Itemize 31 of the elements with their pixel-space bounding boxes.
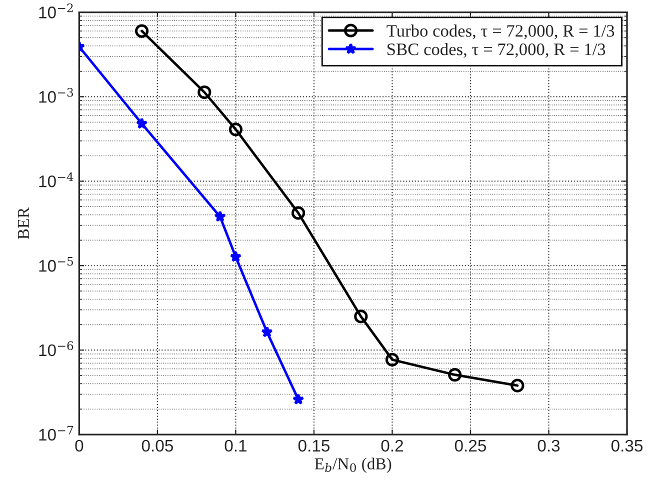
x-axis-title: E$_{b}$/N$_{0}$ (dB): [314, 458, 392, 473]
point: [136, 118, 148, 129]
x-tick-label: 0.15: [298, 440, 330, 452]
y-tick-label: 10$^{−2}$: [39, 3, 73, 18]
point: [135, 24, 149, 38]
point: [198, 85, 212, 100]
point: [292, 206, 306, 220]
point: [510, 378, 524, 392]
point: [385, 352, 400, 366]
x-tick-label: 0.05: [142, 440, 173, 452]
y-tick-label: 10$^{−4}$: [39, 172, 74, 188]
y-tick-label: 10$^{−5}$: [39, 257, 73, 272]
x-tick-label: 0.1: [224, 440, 246, 452]
x-tick-label: 0: [75, 440, 84, 452]
y-tick-label: 10$^{−7}$: [39, 426, 74, 441]
point: [228, 122, 243, 136]
point: [214, 210, 226, 222]
y-axis-title: BER: [18, 207, 29, 240]
legend-label: SBC codes, τ = 72,000, R = 1/3: [388, 42, 606, 58]
point: [292, 393, 304, 405]
point: [261, 326, 273, 338]
point: [230, 250, 242, 262]
x-tick-label: 0.25: [454, 440, 486, 452]
legend-label: Turbo codes, τ = 72,000, R = 1/3: [386, 24, 614, 40]
x-tick-label: 0.35: [611, 440, 643, 452]
y-tick-label: 10$^{−3}$: [39, 88, 74, 103]
x-tick-label: 0.2: [381, 440, 403, 452]
point: [448, 368, 462, 382]
y-tick-label: 10$^{−6}$: [39, 341, 74, 356]
x-tick-label: 0.3: [538, 440, 560, 452]
point: [354, 310, 368, 324]
